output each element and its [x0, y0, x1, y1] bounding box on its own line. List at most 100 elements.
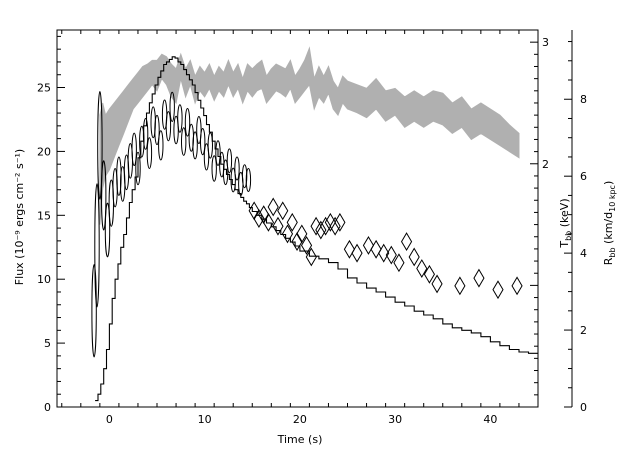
- radius-diamond-point: [310, 216, 322, 236]
- y-left-tick-label: 15: [37, 209, 51, 222]
- radius-diamond-point: [400, 232, 413, 252]
- y-left-tick-label: 5: [44, 337, 51, 350]
- radius-diamond-point: [473, 268, 485, 288]
- outer-right-y-axis-label-sub: bb: [608, 247, 617, 257]
- radius-diamond-point: [324, 212, 336, 232]
- radius-ellipse-point: [184, 108, 191, 137]
- inner-right-y-axis-label-main: T: [558, 241, 571, 249]
- outer-right-y-axis-label-tail: (km/d: [602, 212, 615, 248]
- radius-diamond-point: [362, 235, 375, 255]
- flux-histogram-layer: [95, 56, 538, 402]
- radius-diamond-point: [258, 205, 270, 225]
- radius-ellipse-point: [104, 202, 111, 258]
- radius-diamond-point: [334, 212, 346, 232]
- y-outer-right-tick-label: 2: [580, 324, 587, 337]
- radius-diamond-point: [385, 245, 397, 265]
- y-outer-right-tick-label: 0: [580, 401, 587, 414]
- outer-right-y-axis-label: Rbb (km/d10 kpc): [602, 181, 617, 266]
- radius-ellipse-point: [131, 132, 137, 167]
- radius-diamond-point: [431, 274, 443, 294]
- x-axis-label: Time (s): [277, 433, 323, 446]
- x-tick-label: 10: [198, 413, 212, 426]
- plot-frame: [56, 29, 539, 408]
- left-y-axis-label: Flux (10⁻⁹ ergs cm⁻² s⁻¹): [13, 149, 26, 285]
- radius-ellipse-point: [94, 183, 100, 308]
- radius-ellipse-point: [97, 90, 103, 200]
- inner-right-y-axis-label: Tbb (keV): [558, 198, 573, 248]
- radius-diamond-point: [393, 253, 405, 273]
- radius-diamond-point: [253, 209, 265, 228]
- y-outer-right-tick-label: 4: [580, 247, 587, 260]
- x-tick-label: 40: [483, 413, 497, 426]
- temperature-band-layer: [99, 46, 520, 225]
- radius-diamond-point: [329, 216, 341, 236]
- radius-ellipse-point: [177, 104, 183, 133]
- radius-ellipse-point: [211, 155, 217, 182]
- radius-ellipse-point: [91, 264, 97, 358]
- temperature-band: [99, 46, 520, 225]
- radius-diamond-layer: [248, 197, 523, 300]
- x-tick-label: 20: [293, 413, 307, 426]
- radius-diamond-point: [320, 216, 332, 236]
- y-left-tick-label: 20: [37, 145, 51, 158]
- radius-ellipse-point: [135, 151, 141, 186]
- inner-right-y-axis-label-sub: bb: [564, 231, 573, 241]
- y-outer-right-tick-label: 8: [580, 93, 587, 106]
- radius-diamond-point: [408, 247, 420, 267]
- radius-diamond-point: [416, 259, 428, 278]
- radius-diamond-point: [281, 224, 294, 244]
- outer-right-y-axis-label-sub2: 10 kpc: [608, 185, 617, 212]
- flux-histogram-line: [95, 56, 538, 402]
- radius-diamond-point: [262, 212, 275, 232]
- radius-ellipse-point: [245, 168, 252, 192]
- outer-right-y-axis-label-end: ): [602, 181, 615, 185]
- radius-diamond-point: [454, 276, 466, 296]
- radius-ellipse-point: [192, 131, 198, 160]
- radius-diamond-point: [378, 243, 390, 263]
- radius-ellipse-point: [241, 164, 248, 189]
- radius-ellipse-point: [203, 143, 210, 171]
- y-left-tick-label: 25: [37, 82, 51, 95]
- y-outer-right-tick-label: 6: [580, 170, 587, 183]
- radius-ellipse-point: [222, 159, 229, 186]
- radius-ellipse-point: [101, 160, 107, 231]
- radius-diamond-point: [267, 197, 279, 217]
- radius-diamond-point: [511, 276, 523, 296]
- radius-diamond-point: [315, 220, 327, 240]
- radius-diamond-point: [248, 201, 260, 221]
- radius-ellipse-point: [169, 91, 175, 123]
- y-inner-right-tick-label: 2: [542, 158, 549, 171]
- inner-right-y-axis-label-tail: (keV): [558, 198, 571, 230]
- radius-ellipse-layer: [91, 90, 252, 358]
- radius-diamond-point: [296, 224, 308, 244]
- radius-ellipse-point: [158, 130, 164, 161]
- radius-diamond-point: [286, 212, 298, 232]
- radius-diamond-point: [305, 247, 317, 267]
- radius-ellipse-point: [234, 156, 240, 181]
- y-left-tick-label: 0: [44, 401, 51, 414]
- y-left-tick-label: 10: [37, 273, 51, 286]
- radius-diamond-point: [343, 239, 355, 259]
- radius-ellipse-point: [165, 111, 172, 142]
- radius-ellipse-point: [154, 114, 160, 146]
- radius-diamond-point: [277, 201, 289, 221]
- radius-diamond-point: [272, 216, 284, 236]
- radius-diamond-point: [351, 243, 363, 263]
- radius-diamond-point: [492, 280, 504, 300]
- radius-ellipse-point: [215, 140, 221, 166]
- radius-ellipse-point: [200, 128, 206, 156]
- radius-ellipse-point: [181, 127, 187, 156]
- x-tick-label: 30: [388, 413, 402, 426]
- outer-right-y-axis-label-main: R: [602, 257, 615, 265]
- radius-diamond-point: [370, 239, 382, 259]
- y-inner-right-tick-label: 3: [542, 36, 549, 49]
- radius-diamond-point: [291, 232, 303, 252]
- radius-diamond-point: [423, 264, 435, 284]
- radius-ellipse-point: [226, 148, 233, 174]
- x-tick-label: 0: [106, 413, 113, 426]
- radius-diamond-point: [300, 235, 313, 255]
- radius-ellipse-point: [146, 137, 153, 170]
